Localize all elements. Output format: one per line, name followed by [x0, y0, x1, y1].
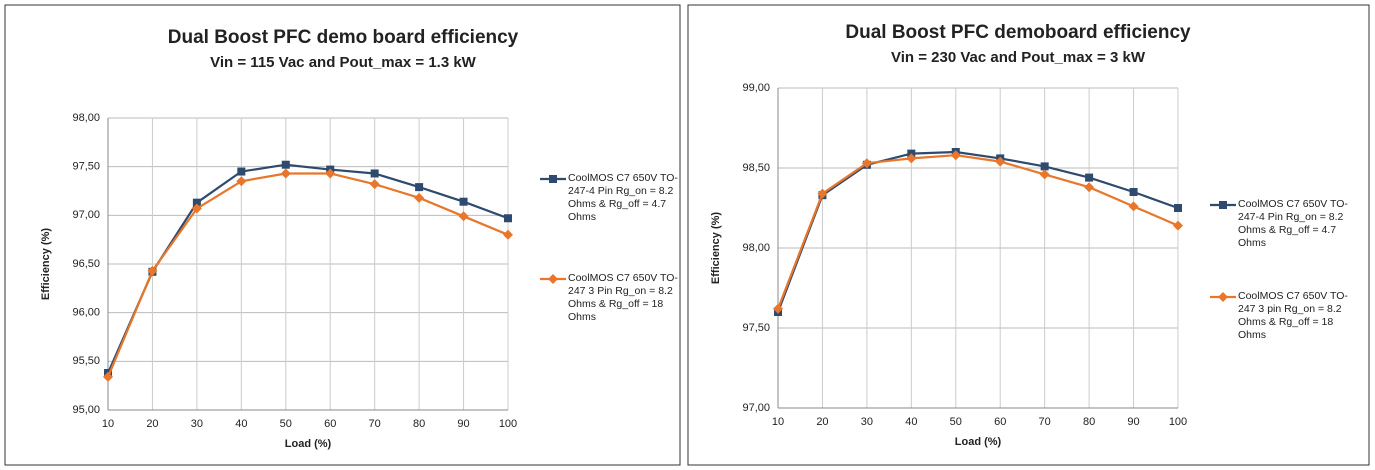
marker: [504, 214, 512, 223]
x-tick-label: 70: [369, 418, 381, 430]
legend-label: CoolMOS C7 650V TO-247-4 Pin Rg_on = 8.2…: [568, 172, 678, 223]
x-tick-label: 70: [1039, 416, 1051, 428]
chart-subtitle: Vin = 230 Vac and Pout_max = 3 kW: [891, 49, 1146, 66]
chart-subtitle: Vin = 115 Vac and Pout_max = 1.3 kW: [210, 54, 477, 71]
panel-border: [687, 4, 1370, 466]
marker: [281, 160, 290, 169]
marker: [1040, 162, 1049, 171]
series-line: [106, 172, 509, 378]
x-tick-label: 30: [191, 418, 203, 430]
y-axis-label: Efficiency (%): [40, 228, 52, 300]
x-tick-label: 50: [280, 418, 292, 430]
x-tick-label: 100: [499, 418, 517, 430]
y-tick-label: 95,50: [72, 355, 100, 367]
marker: [995, 156, 1006, 167]
x-tick-label: 10: [102, 418, 114, 430]
y-axis-label: Efficiency (%): [710, 212, 722, 284]
y-tick-label: 96,00: [72, 307, 100, 319]
y-tick-label: 96,50: [72, 258, 100, 270]
marker: [1129, 188, 1138, 196]
legend-marker: [548, 274, 558, 284]
marker: [1084, 182, 1095, 193]
legend-marker: [1218, 292, 1228, 302]
y-tick-label: 97,00: [742, 402, 770, 414]
legend-label: CoolMOS C7 650V TO-247 3 Pin Rg_on = 8.2…: [568, 272, 678, 323]
x-tick-label: 80: [413, 418, 425, 430]
x-tick-label: 80: [1083, 416, 1095, 428]
marker: [192, 198, 201, 207]
marker: [950, 150, 961, 161]
x-tick-label: 100: [1169, 416, 1187, 428]
marker: [103, 371, 113, 382]
y-tick-label: 97,50: [742, 322, 770, 334]
marker: [1173, 220, 1183, 231]
marker: [458, 211, 469, 222]
x-tick-label: 20: [146, 418, 158, 430]
marker: [415, 183, 424, 192]
chart-title: Dual Boost PFC demo board efficiency: [168, 27, 519, 48]
x-axis-label: Load (%): [285, 438, 332, 450]
y-tick-label: 99,00: [742, 82, 770, 94]
legend-label: CoolMOS C7 650V TO-247-4 Pin Rg_on = 8.2…: [1238, 198, 1348, 249]
x-tick-label: 10: [772, 416, 784, 428]
marker: [414, 192, 425, 203]
marker: [280, 168, 291, 179]
x-tick-label: 30: [861, 416, 873, 428]
marker: [236, 176, 247, 187]
marker: [325, 168, 336, 179]
y-tick-label: 98,00: [72, 112, 100, 124]
marker: [370, 169, 379, 178]
marker: [147, 265, 158, 276]
y-tick-label: 97,50: [72, 161, 100, 173]
x-tick-label: 20: [816, 416, 828, 428]
marker: [1085, 173, 1094, 182]
x-tick-label: 90: [1127, 416, 1139, 428]
x-axis-label: Load (%): [955, 436, 1002, 448]
legend-marker: [549, 175, 557, 183]
x-tick-label: 60: [324, 418, 336, 430]
marker: [861, 158, 872, 169]
marker: [1128, 201, 1139, 212]
x-tick-label: 60: [994, 416, 1006, 428]
x-tick-label: 40: [235, 418, 247, 430]
marker: [503, 229, 513, 240]
chart-title: Dual Boost PFC demoboard efficiency: [845, 22, 1191, 43]
series-line: [776, 150, 1179, 313]
panel-border: [4, 4, 681, 466]
y-tick-label: 95,00: [72, 404, 100, 416]
marker: [191, 203, 202, 214]
marker: [1174, 204, 1182, 212]
legend-label: CoolMOS C7 650V TO-247 3 pin Rg_on = 8.2…: [1238, 290, 1348, 341]
x-tick-label: 90: [457, 418, 469, 430]
x-tick-label: 40: [905, 416, 917, 428]
marker: [369, 179, 380, 190]
marker: [1039, 169, 1050, 180]
marker: [459, 197, 468, 206]
y-tick-label: 97,00: [72, 209, 100, 221]
x-tick-label: 50: [950, 416, 962, 428]
y-tick-label: 98,00: [742, 242, 770, 254]
marker: [773, 303, 783, 314]
legend-marker: [1219, 201, 1227, 209]
marker: [906, 153, 917, 164]
series-line: [776, 154, 1179, 310]
series-line: [106, 163, 509, 374]
marker: [817, 188, 828, 199]
y-tick-label: 98,50: [742, 162, 770, 174]
marker: [237, 167, 246, 176]
